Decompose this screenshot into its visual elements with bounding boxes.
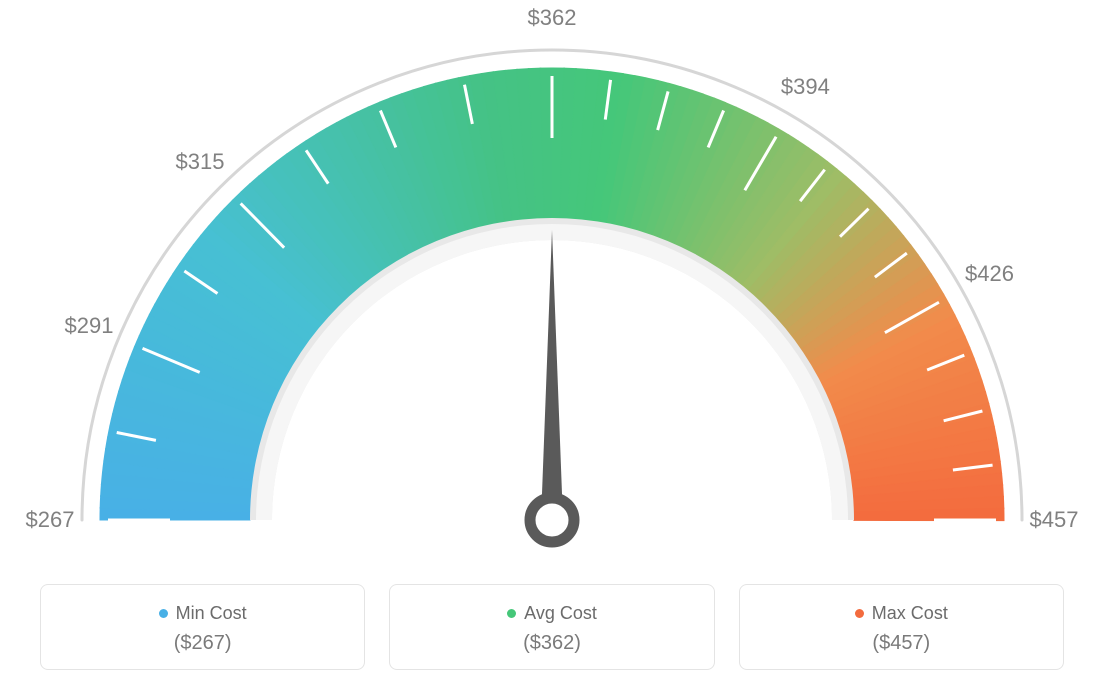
legend-label-min: Min Cost [176, 603, 247, 624]
legend-title-max: Max Cost [855, 603, 948, 624]
gauge-svg [0, 0, 1104, 560]
legend-dot-avg [507, 609, 516, 618]
legend-card-min: Min Cost ($267) [40, 584, 365, 670]
legend-dot-max [855, 609, 864, 618]
legend-card-max: Max Cost ($457) [739, 584, 1064, 670]
legend-label-avg: Avg Cost [524, 603, 597, 624]
gauge-tick-label: $426 [965, 261, 1014, 287]
gauge-tick-label: $315 [175, 149, 224, 175]
gauge-tick-label: $394 [781, 74, 830, 100]
gauge-tick-label: $362 [528, 5, 577, 31]
chart-container: $267 $291 $315 $362 $394 $426 $457 Min Cost ($… [0, 0, 1104, 690]
legend-value-avg: ($362) [400, 632, 703, 655]
legend-value-min: ($267) [51, 632, 354, 655]
legend-title-avg: Avg Cost [507, 603, 597, 624]
legend-dot-min [159, 609, 168, 618]
legend-row: Min Cost ($267) Avg Cost ($362) Max Cost… [40, 584, 1064, 670]
gauge-area: $267 $291 $315 $362 $394 $426 $457 [0, 0, 1104, 560]
gauge-tick-label: $291 [65, 313, 114, 339]
gauge-tick-label: $267 [26, 507, 75, 533]
legend-label-max: Max Cost [872, 603, 948, 624]
legend-card-avg: Avg Cost ($362) [389, 584, 714, 670]
gauge-tick-label: $457 [1030, 507, 1079, 533]
legend-value-max: ($457) [750, 632, 1053, 655]
legend-title-min: Min Cost [159, 603, 247, 624]
